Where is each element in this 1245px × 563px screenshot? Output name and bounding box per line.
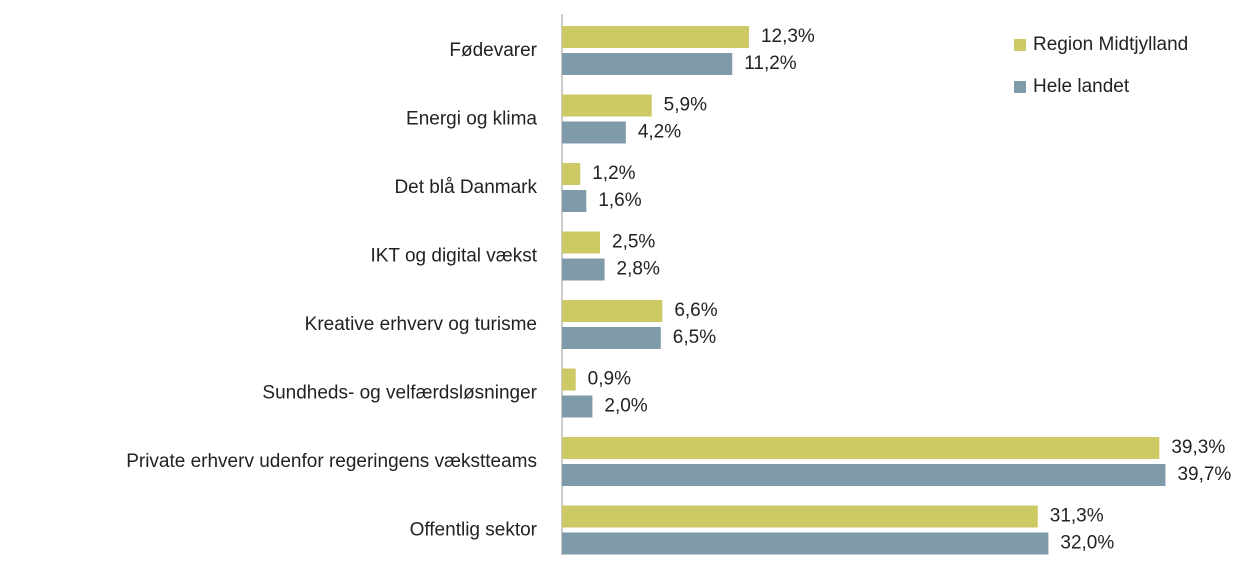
bar (562, 163, 581, 185)
category-label: Det blå Danmark (394, 177, 537, 198)
value-label: 0,9% (588, 369, 631, 390)
bar (562, 121, 626, 144)
legend-swatch (1014, 39, 1026, 51)
legend-label: Region Midtjylland (1033, 34, 1188, 55)
value-label: 11,2% (744, 53, 797, 74)
bar (562, 190, 587, 212)
category-label: Offentlig sektor (410, 520, 538, 541)
bar (562, 464, 1166, 486)
bar (562, 94, 652, 117)
bar (562, 368, 576, 391)
value-label: 39,7% (1177, 464, 1231, 485)
value-label: 5,9% (664, 95, 707, 116)
category-label: Kreative erhverv og turisme (305, 314, 537, 335)
bar (562, 505, 1038, 528)
category-label: Fødevarer (449, 40, 537, 61)
bar (562, 53, 733, 75)
value-label: 1,6% (598, 190, 641, 211)
value-label: 32,0% (1060, 533, 1114, 554)
category-label: Sundheds- og velfærdsløsninger (262, 383, 537, 404)
bar (562, 231, 600, 254)
value-label: 31,3% (1050, 506, 1104, 527)
bar (562, 437, 1160, 459)
value-label: 4,2% (638, 122, 681, 143)
bar (562, 395, 593, 418)
value-label: 12,3% (761, 26, 815, 47)
category-label: Energi og klima (406, 109, 537, 130)
bar (562, 327, 661, 349)
category-label: IKT og digital vækst (370, 246, 537, 267)
bar (562, 532, 1049, 555)
value-label: 6,6% (674, 300, 717, 321)
bar (562, 26, 749, 48)
legend-label: Hele landet (1033, 76, 1130, 97)
value-label: 1,2% (592, 163, 635, 184)
category-label: Private erhverv udenfor regeringens væks… (126, 451, 537, 472)
bar (562, 258, 605, 281)
value-label: 39,3% (1171, 437, 1225, 458)
value-label: 2,0% (604, 396, 647, 417)
value-label: 2,5% (612, 232, 655, 253)
value-label: 2,8% (617, 259, 660, 280)
value-label: 6,5% (673, 327, 716, 348)
legend-swatch (1014, 81, 1026, 93)
bar (562, 300, 663, 322)
